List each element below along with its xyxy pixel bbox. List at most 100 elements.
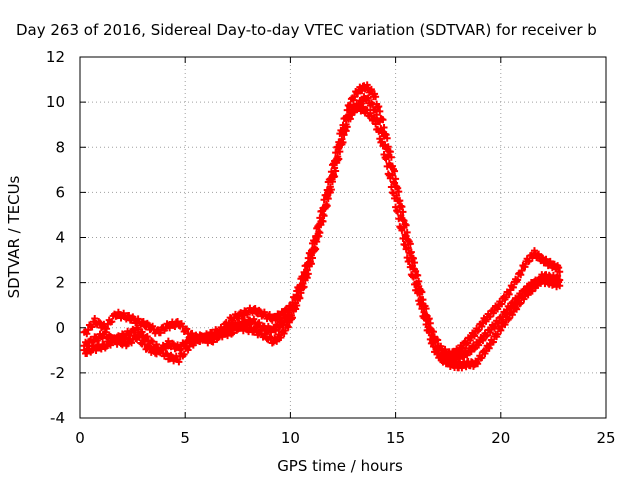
data-point — [163, 350, 171, 358]
data-point — [514, 276, 522, 284]
data-point — [134, 326, 142, 334]
data-point — [505, 290, 513, 298]
data-point — [463, 351, 471, 359]
data-point — [323, 192, 331, 200]
data-point — [277, 334, 285, 342]
data-point — [189, 341, 197, 349]
data-point — [250, 315, 258, 323]
data-point — [386, 174, 394, 182]
data-point — [175, 358, 183, 366]
data-point — [391, 179, 399, 187]
data-point — [255, 306, 263, 314]
data-point — [371, 113, 379, 121]
data-point — [299, 280, 307, 288]
data-point — [474, 327, 482, 335]
data-point — [225, 319, 233, 327]
data-point — [401, 241, 409, 249]
data-point — [326, 183, 334, 191]
data-point — [401, 220, 409, 228]
x-tick-label: 25 — [596, 429, 615, 447]
data-point — [376, 107, 384, 115]
data-point — [494, 330, 502, 338]
data-point — [120, 309, 128, 317]
data-point — [556, 268, 564, 276]
y-tick-label: -2 — [50, 364, 65, 382]
data-point — [345, 112, 353, 120]
data-point — [536, 279, 544, 287]
y-tick-label: 12 — [46, 48, 65, 66]
data-point — [412, 267, 420, 275]
data-point — [295, 293, 303, 301]
data-point — [403, 228, 411, 236]
data-point — [319, 210, 327, 218]
data-point — [108, 318, 116, 326]
data-point — [322, 200, 330, 208]
data-point — [394, 184, 402, 192]
data-point — [134, 315, 142, 323]
data-point — [342, 120, 350, 128]
data-point — [402, 245, 410, 253]
data-point — [312, 236, 320, 244]
data-point — [112, 338, 120, 346]
data-point — [147, 337, 155, 345]
data-point — [311, 244, 319, 252]
data-point — [399, 234, 407, 242]
data-point — [88, 323, 96, 331]
data-point — [508, 311, 516, 319]
x-tick-label: 20 — [491, 429, 510, 447]
data-point — [414, 289, 422, 297]
data-point — [403, 254, 411, 262]
data-point — [554, 272, 562, 280]
data-point — [325, 187, 333, 195]
y-tick-label: 2 — [55, 274, 65, 292]
data-point — [287, 312, 295, 320]
data-point — [107, 341, 115, 349]
data-point — [303, 266, 311, 274]
data-point — [92, 346, 100, 354]
data-point — [395, 215, 403, 223]
y-tick-label: 10 — [46, 93, 65, 111]
data-point — [489, 338, 497, 346]
data-point — [296, 286, 304, 294]
data-point — [382, 155, 390, 163]
data-point — [382, 131, 390, 139]
data-point — [391, 194, 399, 202]
data-point — [372, 120, 380, 128]
data-point — [101, 324, 109, 332]
data-point — [389, 189, 397, 197]
data-point — [400, 217, 408, 225]
data-point — [314, 232, 322, 240]
data-point — [302, 271, 310, 279]
data-point — [409, 254, 417, 262]
data-point — [364, 94, 372, 102]
data-point — [346, 101, 354, 109]
data-point — [509, 283, 517, 291]
data-point — [290, 303, 298, 311]
series-track-c — [80, 101, 564, 372]
data-point — [183, 325, 191, 333]
data-point — [266, 311, 274, 319]
data-point — [238, 322, 246, 330]
data-point — [513, 305, 521, 313]
data-point — [334, 153, 342, 161]
data-point — [405, 258, 413, 266]
data-point — [383, 134, 391, 142]
data-point — [396, 197, 404, 205]
x-tick-label: 15 — [386, 429, 405, 447]
data-point — [380, 123, 388, 131]
data-point — [273, 337, 281, 345]
data-point — [383, 162, 391, 170]
data-point — [338, 135, 346, 143]
data-point — [138, 328, 146, 336]
data-point — [433, 346, 441, 354]
data-point — [471, 332, 478, 340]
data-point — [408, 272, 416, 280]
data-point — [479, 336, 487, 344]
data-point — [315, 228, 323, 236]
data-point — [126, 331, 134, 339]
chart-title: Day 263 of 2016, Sidereal Day-to-day VTE… — [16, 21, 597, 39]
data-point — [395, 188, 403, 196]
data-point — [524, 291, 532, 299]
data-point — [394, 208, 402, 216]
